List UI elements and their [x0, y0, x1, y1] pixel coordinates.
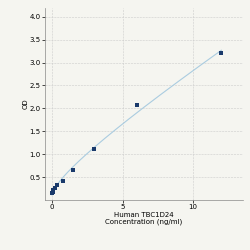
Point [135, 103, 139, 107]
Point [219, 51, 223, 55]
Point [71, 168, 75, 172]
Y-axis label: OD: OD [22, 98, 28, 109]
Point [92, 147, 96, 151]
Point [55, 183, 59, 187]
Point [50, 191, 54, 195]
Point [53, 186, 57, 190]
Point [52, 188, 56, 192]
X-axis label: Human TBC1D24
Concentration (ng/ml): Human TBC1D24 Concentration (ng/ml) [105, 212, 182, 225]
Point [51, 190, 55, 194]
Point [61, 179, 65, 183]
